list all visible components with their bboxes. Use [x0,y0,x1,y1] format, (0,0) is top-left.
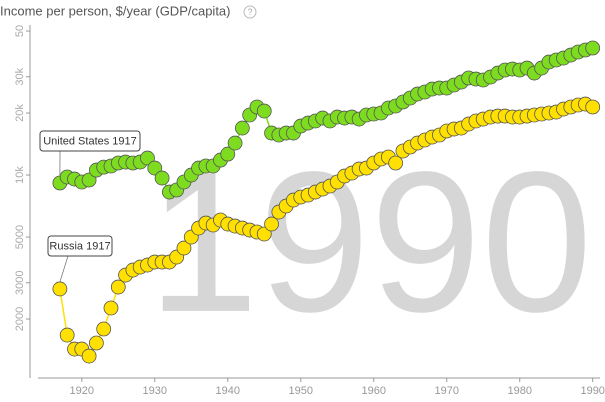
y-tick-label: 10k [14,166,26,184]
y-tick-label: 50 [14,25,26,37]
x-tick-label: 1960 [361,385,385,397]
data-point [103,300,119,316]
x-tick-label: 1980 [507,385,531,397]
data-point [256,103,272,119]
y-tick-label: 2000 [14,307,26,331]
annotation: Russia 1917 [49,240,110,252]
x-tick-label: 1930 [143,385,167,397]
data-point [256,226,272,242]
annotation: United States 1917 [43,135,137,147]
data-point [52,281,68,297]
data-point [227,135,243,151]
data-point [110,279,126,295]
data-point [220,146,236,162]
data-point [234,120,250,136]
data-point [59,327,75,343]
data-point [154,170,170,186]
y-tick-label: 30k [14,67,26,85]
data-point [96,321,112,337]
data-point [388,155,404,171]
help-icon-circle[interactable] [243,5,257,19]
annotation-box [47,235,113,257]
data-point [81,348,97,364]
x-tick-label: 1950 [289,385,313,397]
data-point [585,40,601,56]
annotation-leader [59,255,69,283]
y-tick-label: 3000 [14,271,26,295]
x-tick-label: 1920 [70,385,94,397]
x-tick-label: 1990 [580,385,604,397]
x-tick-label: 1970 [434,385,458,397]
y-tick-label: 20k [14,104,26,122]
data-point [264,216,279,232]
data-point [176,240,192,256]
data-point [140,150,155,166]
data-point [81,172,97,188]
data-point [147,160,163,176]
y-tick-label: 5000 [14,225,26,249]
help-icon[interactable]: ? [247,7,252,17]
chart-title: Income per person, $/year (GDP/capita) [0,3,231,18]
annotation-box [39,130,141,152]
x-tick-label: 1940 [216,385,240,397]
data-point [88,335,104,351]
data-point [585,99,601,115]
